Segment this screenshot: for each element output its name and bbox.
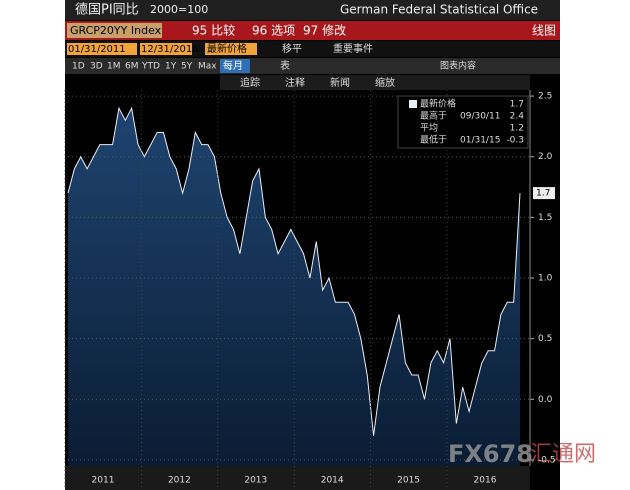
menu-item[interactable]: 96 选项 xyxy=(252,24,295,38)
source: German Federal Statistical Office xyxy=(340,3,538,17)
tool-button[interactable]: 缩放 xyxy=(375,76,395,89)
last-value-box xyxy=(533,187,555,200)
ticker-box[interactable] xyxy=(67,23,162,38)
area xyxy=(68,108,520,467)
watermark: 汇通网 xyxy=(530,442,596,467)
end-box[interactable] xyxy=(140,43,192,55)
legend-swatch xyxy=(409,100,417,108)
y-tick-label: 2.0 xyxy=(538,152,553,162)
content-button[interactable]: 图表内容 xyxy=(440,60,476,72)
chart-type[interactable]: 线图 xyxy=(532,24,556,38)
ticker[interactable]: GRCP20YY Index xyxy=(70,24,162,37)
stats-value: 2.4 xyxy=(510,112,525,122)
stats-date: 09/30/11 xyxy=(460,112,500,122)
x-tick-label: 2014 xyxy=(321,476,344,486)
start-date[interactable]: 01/31/2011 xyxy=(68,44,126,55)
frequency-box[interactable] xyxy=(220,59,250,73)
stats-label: 最新价格 xyxy=(420,98,456,110)
last-value: 1.7 xyxy=(536,189,550,199)
period-button[interactable]: 5Y xyxy=(181,62,193,72)
stats-box xyxy=(397,95,529,149)
tool-bar xyxy=(220,75,530,90)
stats-label: 最高于 xyxy=(420,110,447,122)
menu-item[interactable]: 95 比较 xyxy=(192,23,235,38)
stats-value: -0.3 xyxy=(506,136,524,146)
command-bar xyxy=(65,21,560,40)
y-tick-label: 2.5 xyxy=(538,92,552,102)
y-tick-label: 0.5 xyxy=(538,334,552,344)
menu-item[interactable]: 97 修改 xyxy=(303,23,346,38)
settings-bar xyxy=(65,41,560,57)
period-bar xyxy=(65,58,560,74)
stats-label: 最低于 xyxy=(420,134,447,146)
table-button[interactable]: 表 xyxy=(280,59,290,72)
y-tick-label: 1.5 xyxy=(538,213,552,223)
x-tick-label: 2011 xyxy=(92,476,115,486)
y-tick-label: 1.0 xyxy=(538,274,553,284)
line xyxy=(67,106,521,436)
base-label: 2000=100 xyxy=(150,3,208,16)
period-button[interactable]: Max xyxy=(198,62,217,72)
tool-button[interactable]: 追踪 xyxy=(240,76,260,89)
period-button[interactable]: 3D xyxy=(90,62,103,72)
title-bar xyxy=(65,0,560,20)
x-axis-band xyxy=(65,466,530,490)
stats-value: 1.7 xyxy=(510,100,524,110)
toggle[interactable]: 重要事件 xyxy=(333,42,373,55)
field[interactable]: 最新价格 xyxy=(207,42,247,55)
period-button[interactable]: 1M xyxy=(107,62,121,72)
stats-date: 01/31/15 xyxy=(460,136,500,146)
period-button[interactable]: 1Y xyxy=(165,62,177,72)
field-box[interactable] xyxy=(205,43,257,55)
y-tick-label: 0.0 xyxy=(538,395,553,405)
tool-button[interactable]: 新闻 xyxy=(330,76,350,89)
x-tick-label: 2016 xyxy=(474,476,497,486)
start-box[interactable] xyxy=(67,43,137,55)
stats-value: 1.2 xyxy=(510,124,524,134)
period-button[interactable]: 6M xyxy=(125,62,139,72)
tool-button[interactable]: 注释 xyxy=(285,76,305,89)
x-tick-label: 2013 xyxy=(244,476,267,486)
toggle[interactable]: 移平 xyxy=(282,42,302,55)
stats-label: 平均 xyxy=(420,122,438,134)
period-button[interactable]: YTD xyxy=(141,62,160,72)
end-date[interactable]: 12/31/2016 xyxy=(141,44,199,55)
frequency[interactable]: 每月 xyxy=(223,59,243,72)
watermark: FX678 xyxy=(448,440,533,468)
period-button[interactable]: 1D xyxy=(72,62,85,72)
x-tick-label: 2015 xyxy=(397,476,420,486)
page-title: 德国PI同比 xyxy=(75,3,139,18)
x-tick-label: 2012 xyxy=(168,476,191,486)
y-tick-label: -0.5 xyxy=(538,455,556,465)
